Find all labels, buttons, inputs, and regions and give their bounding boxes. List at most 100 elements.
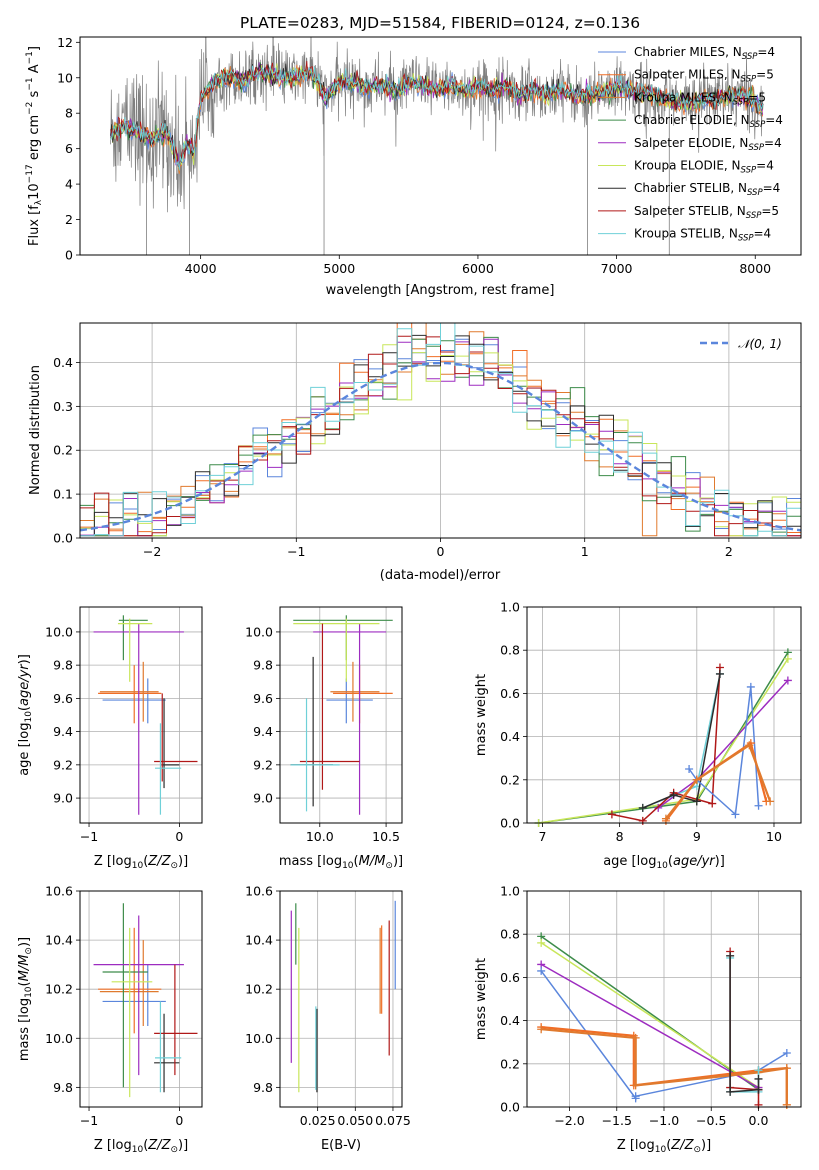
residuals-ytick-label: 0.0 xyxy=(53,531,73,546)
age-weight-marker-salpeter_elodie xyxy=(654,803,663,812)
z-weight-ytick-label: 0.4 xyxy=(500,1013,520,1028)
mass-age-ytick-label: 9.4 xyxy=(253,724,273,739)
mass-age-ytick-label: 9.6 xyxy=(253,691,273,706)
z-weight-ytick-label: 0.8 xyxy=(500,927,520,942)
z-weight-ytick-label: 0.2 xyxy=(500,1056,520,1071)
age-weight-ytick-label: 1.0 xyxy=(500,600,520,615)
age-weight-marker-chabrier_stelib xyxy=(715,669,724,678)
spectrum-xtick-label: 6000 xyxy=(462,261,494,276)
residuals-xlabel: (data-model)/error xyxy=(380,568,501,583)
age-weight-marker-kroupa_miles xyxy=(692,775,701,784)
mass-age-ytick-label: 9.8 xyxy=(253,658,273,673)
z-mass-ytick-label: 9.8 xyxy=(53,1080,73,1095)
age-weight-xtick-label: 7 xyxy=(538,829,546,844)
z-weight-marker-chabrier_stelib xyxy=(726,1087,735,1096)
z-weight-marker-kroupa_miles xyxy=(537,1025,546,1034)
ebv-mass-xtick-label: 0.075 xyxy=(375,1113,411,1128)
z-weight-marker-kroupa_elodie xyxy=(537,938,546,947)
z-mass-ytick-label: 10.4 xyxy=(45,933,73,948)
residuals-xtick-label: 0 xyxy=(437,544,445,559)
spectrum-ytick-label: 2 xyxy=(65,212,73,227)
residuals-ytick-label: 0.2 xyxy=(53,443,73,458)
age-weight-line-chabrier_stelib xyxy=(642,673,721,809)
age-weight-marker-chabrier_stelib xyxy=(692,797,701,806)
residuals-xtick-label: 2 xyxy=(725,544,733,559)
age-weight-marker-salpeter_stelib xyxy=(607,810,616,819)
spectrum-ytick-label: 4 xyxy=(65,177,73,192)
z-weight-ylabel: mass weight xyxy=(474,958,489,1040)
residuals-chart: −2 −1 0 1 2 0.0 0.1 0.2 0.3 0.4 (data-model)/erro… xyxy=(28,322,802,583)
z-weight-marker-kroupa_stelib xyxy=(754,1066,763,1075)
age-weight-marker-chabrier_stelib xyxy=(638,803,647,812)
legend-label-salpeter_stelib: Salpeter STELIB, NSSP=5 xyxy=(634,204,779,221)
age-weight-xtick-label: 10 xyxy=(766,829,782,844)
age-weight-marker-kroupa_miles xyxy=(766,797,775,806)
z-age-ytick-label: 9.6 xyxy=(53,691,73,706)
age-weight-xtick-label: 8 xyxy=(616,829,624,844)
z-weight-marker-chabrier_miles xyxy=(537,966,546,975)
z-weight-line-chabrier_stelib xyxy=(729,955,760,1093)
residuals-xtick-label: 1 xyxy=(581,544,589,559)
z-age-ytick-label: 10.0 xyxy=(45,624,73,639)
spectrum-legend: Chabrier MILES, NSSP=4 Salpeter MILES, NS… xyxy=(598,45,783,244)
residuals-xtick-label: −1 xyxy=(287,544,305,559)
age-weight-marker-chabrier_miles xyxy=(746,682,755,691)
spectrum-chart: PLATE=0283, MJD=51584, FIBERID=0124, z=0… xyxy=(25,14,802,298)
z-weight-marker-chabrier_stelib xyxy=(726,951,735,960)
z-weight-xtick-label: 0.0 xyxy=(749,1113,769,1128)
z-mass-frame xyxy=(79,890,203,1108)
z-weight-marker-kroupa_miles xyxy=(631,1081,640,1090)
age-weight-ytick-label: 0.6 xyxy=(500,686,520,701)
z-age-ytick-label: 9.8 xyxy=(53,658,73,673)
z-mass-ytick-label: 10.0 xyxy=(45,1031,73,1046)
z-weight-marker-chabrier_stelib xyxy=(754,1074,763,1083)
z-age-xtick-label: −1 xyxy=(80,829,98,844)
mass-age-ytick-label: 9.2 xyxy=(253,757,273,772)
normal-legend-label: 𝒩(0, 1) xyxy=(738,337,782,351)
residuals-ylabel: Normed distribution xyxy=(28,365,43,495)
legend-label-chabrier_miles: Chabrier MILES, NSSP=4 xyxy=(634,45,775,62)
legend-label-kroupa_stelib: Kroupa STELIB, NSSP=4 xyxy=(634,227,771,244)
age-weight-xlabel: age [log10(age/yr)] xyxy=(603,854,725,871)
ebv-mass-ytick-label: 10.4 xyxy=(245,933,273,948)
residuals-xtick-label: −2 xyxy=(143,544,161,559)
z-age-ylabel: age [log10(age/yr)] xyxy=(17,654,34,776)
ebv-mass-xlabel: E(B-V) xyxy=(321,1138,361,1153)
age-weight-marker-salpeter_stelib xyxy=(708,799,717,808)
hist-kroupa_miles xyxy=(80,323,801,537)
z-weight-marker-kroupa_miles xyxy=(631,1033,640,1042)
age-weight-marker-kroupa_miles xyxy=(661,814,670,823)
legend-label-salpeter_elodie: Salpeter ELODIE, NSSP=4 xyxy=(634,136,782,153)
spectrum-xtick-label: 4000 xyxy=(185,261,217,276)
ebv-mass-ytick-label: 10.2 xyxy=(245,982,273,997)
age-weight-marker-chabrier_stelib xyxy=(669,790,678,799)
z-mass-ytick-label: 10.2 xyxy=(45,982,73,997)
spectrum-ytick-label: 0 xyxy=(65,248,73,263)
z-age-xtick-label: 0 xyxy=(175,829,183,844)
spectrum-ytick-label: 12 xyxy=(57,35,73,50)
mass-age-xtick-label: 10.0 xyxy=(306,829,334,844)
z-weight-ytick-label: 0.6 xyxy=(500,970,520,985)
ebv-mass-xtick-label: 0.025 xyxy=(300,1113,336,1128)
age-weight-frame xyxy=(526,606,802,824)
spectrum-ytick-label: 8 xyxy=(65,106,73,121)
z-weight-marker-kroupa_miles xyxy=(782,1100,791,1109)
hist-kroupa_stelib xyxy=(80,323,801,537)
z-mass-xlabel: Z [log10(Z/Z⊙)] xyxy=(94,1138,188,1155)
z-age-ytick-label: 9.2 xyxy=(53,757,73,772)
legend-label-chabrier_stelib: Chabrier STELIB, NSSP=4 xyxy=(634,181,780,198)
z-weight-xtick-label: −2.0 xyxy=(554,1113,584,1128)
z-weight-xtick-label: −1.5 xyxy=(602,1113,632,1128)
spectrum-xtick-label: 5000 xyxy=(323,261,355,276)
mass-age-ytick-label: 10.0 xyxy=(245,624,273,639)
z-weight-line-salpeter_elodie xyxy=(540,963,759,1089)
age-weight-marker-chabrier_miles xyxy=(685,765,694,773)
mass-age-xlabel: mass [log10(M/M⊙)] xyxy=(279,854,403,871)
age-weight-marker-kroupa_elodie xyxy=(783,654,792,663)
z-mass-xtick-label: 0 xyxy=(175,1113,183,1128)
ebv-mass-xtick-label: 0.050 xyxy=(337,1113,373,1128)
z-weight-line-kroupa_elodie xyxy=(540,942,759,1089)
z-weight-xlabel: Z [log10(Z/Z⊙)] xyxy=(617,1138,711,1155)
z-weight-xtick-label: −1.0 xyxy=(649,1113,679,1128)
age-weight-xtick-label: 9 xyxy=(693,829,701,844)
